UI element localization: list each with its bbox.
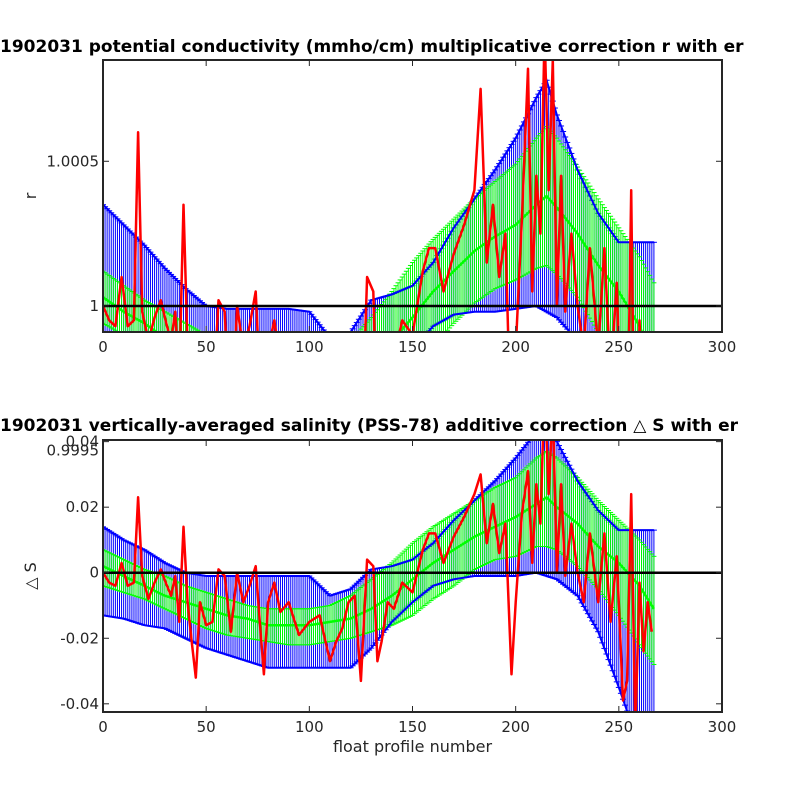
y-tick-label: -0.04 <box>60 695 99 713</box>
x-tick-label: 250 <box>605 338 634 356</box>
chart-title: 1902031 potential conductivity (mmho/cm)… <box>0 37 744 57</box>
x-tick-label: 250 <box>605 718 634 736</box>
y-tick-label: 0.02 <box>66 498 99 516</box>
blue-upper-envelope <box>103 440 654 597</box>
y-tick-label: 0.04 <box>66 433 99 451</box>
blue-upper-envelope <box>103 77 654 332</box>
x-tick-label: 0 <box>98 718 108 736</box>
x-tick-label: 50 <box>197 718 216 736</box>
x-tick-label: 150 <box>398 718 427 736</box>
x-tick-label: 50 <box>197 338 216 356</box>
y-tick-label: 1 <box>89 297 99 315</box>
y-tick-label: 1.0005 <box>47 152 100 170</box>
red-correction-line <box>103 440 654 712</box>
y-axis-label: △ S <box>21 562 40 590</box>
x-tick-label: 100 <box>295 718 324 736</box>
chart-panel-1: 0 50 100 150 200 250 300 0.9995 1 1.0005 1902031 p… <box>0 37 744 460</box>
blue-lower-envelope <box>426 304 572 332</box>
plot-content <box>103 440 722 712</box>
x-tick-label: 150 <box>398 338 427 356</box>
x-tick-label: 0 <box>98 338 108 356</box>
green-mapped-line <box>103 194 644 332</box>
chart-title: 1902031 vertically-averaged salinity (PS… <box>0 416 739 436</box>
x-tick-label: 200 <box>501 718 530 736</box>
red-correction-line <box>103 60 642 332</box>
x-tick-label: 200 <box>501 338 530 356</box>
y-tick-label: 0.9995 <box>47 442 100 460</box>
chart-panel-2: 0 50 100 150 200 250 300 -0.04 -0.02 0 0.02 0.04190… <box>0 416 739 756</box>
blue-lower-envelope <box>103 571 629 712</box>
y-tick-label: 0 <box>89 564 99 582</box>
x-tick-label: 100 <box>295 338 324 356</box>
y-tick-label: -0.02 <box>60 629 99 647</box>
y-axis-label: r <box>21 192 40 199</box>
x-tick-label: 300 <box>708 338 737 356</box>
x-tick-label: 300 <box>708 718 737 736</box>
x-axis-label: float profile number <box>333 737 493 756</box>
